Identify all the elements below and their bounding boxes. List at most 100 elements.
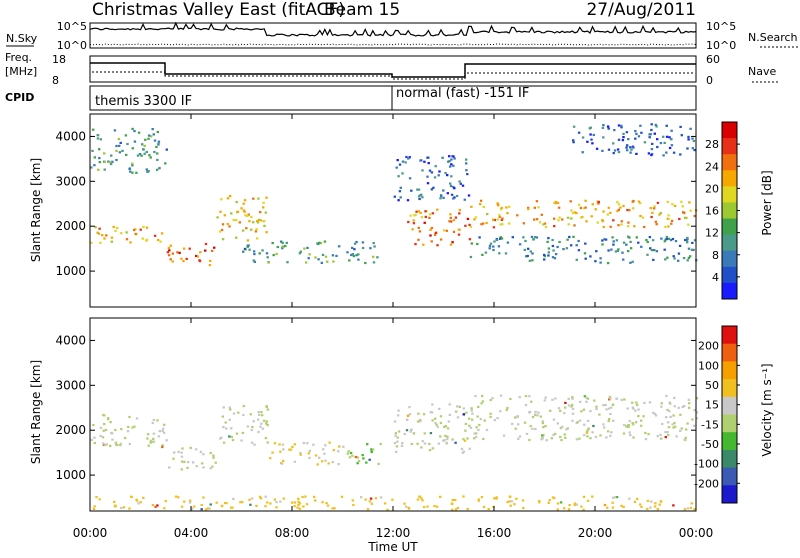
echo-cell [640, 131, 643, 134]
echo-cell [331, 254, 335, 257]
echo-cell [652, 411, 655, 414]
echo-cell [229, 408, 232, 411]
echo-cell [264, 437, 268, 440]
echo-cell [141, 237, 144, 240]
echo-cell [687, 398, 691, 401]
echo-cell [615, 496, 619, 499]
echo-cell [299, 451, 302, 455]
echo-cell [530, 400, 533, 403]
echo-cell [266, 256, 269, 259]
echo-cell [531, 259, 534, 262]
echo-cell [228, 406, 231, 409]
xtick-label: 12:00 [376, 526, 411, 540]
echo-cell [430, 411, 434, 414]
echo-cell [430, 188, 434, 191]
echo-cell [397, 409, 400, 412]
echo-cell [306, 442, 309, 445]
echo-cell [499, 394, 503, 397]
echo-cell [625, 146, 628, 149]
echo-cell [222, 426, 225, 429]
echo-cell [158, 167, 161, 170]
echo-cell [263, 220, 266, 223]
echo-cell [627, 225, 630, 228]
echo-cell [420, 497, 423, 500]
echo-cell [669, 415, 672, 418]
echo-cell [98, 498, 101, 501]
echo-cell [640, 505, 643, 508]
echo-cell [476, 415, 479, 418]
echo-cell [446, 438, 449, 441]
echo-cell [695, 417, 698, 420]
echo-cell [452, 164, 455, 167]
echo-cell [133, 140, 137, 143]
echo-cell [258, 252, 261, 255]
echo-cell [551, 496, 555, 499]
power-panel: 1000 2000 3000 4000 Slant Range [km] 4 8 12 16… [29, 113, 774, 308]
colorbar-swatch [722, 234, 737, 252]
echo-cell [446, 435, 449, 438]
echo-cell [353, 242, 357, 245]
echo-cell [155, 168, 159, 171]
echo-cell [119, 442, 123, 445]
echo-cell [458, 208, 462, 212]
echo-cell [544, 396, 547, 399]
echo-cell [404, 161, 407, 164]
echo-cell [420, 193, 423, 196]
colorbar-tick-label: 16 [705, 205, 719, 218]
echo-cell [444, 425, 448, 428]
echo-cell [427, 162, 430, 165]
echo-cell [141, 143, 144, 146]
echo-cell [163, 423, 166, 426]
echo-cell [257, 430, 260, 434]
echo-cell [582, 508, 585, 511]
echo-cell [298, 252, 302, 255]
echo-cell [189, 446, 192, 449]
echo-cell [632, 436, 635, 439]
echo-cell [155, 145, 158, 149]
echo-cell [570, 217, 573, 220]
echo-cell [126, 430, 130, 433]
echo-cell [433, 233, 437, 236]
echo-cell [224, 421, 227, 424]
echo-cell [161, 427, 165, 430]
echo-cell [448, 413, 452, 416]
freq-panel: Freq. [MHz] 18 8 60 0 Nave [5, 51, 778, 87]
echo-cell [587, 428, 590, 431]
echo-cell [689, 255, 692, 258]
echo-cell [614, 250, 618, 253]
echo-cell [589, 410, 592, 413]
echo-cell [611, 236, 614, 239]
echo-cell [261, 414, 264, 417]
echo-cell [428, 442, 431, 446]
echo-cell [541, 434, 544, 437]
echo-cell [180, 451, 183, 454]
echo-cell [228, 225, 231, 228]
echo-cell [137, 131, 141, 134]
echo-cell [218, 230, 222, 233]
echo-cell [304, 261, 308, 264]
echo-cell [692, 248, 695, 251]
echo-cell [396, 440, 399, 443]
echo-cell [690, 502, 693, 505]
echo-cell [542, 223, 545, 226]
echo-cell [352, 255, 356, 258]
echo-cell [395, 166, 398, 169]
echo-cell [429, 411, 432, 414]
echo-cell [664, 258, 667, 261]
echo-cell [417, 412, 420, 415]
echo-cell [466, 507, 469, 511]
echo-cell [585, 396, 588, 399]
echo-cell [511, 236, 514, 239]
echo-cell [238, 221, 241, 224]
echo-cell [131, 147, 134, 150]
echo-cell [90, 241, 93, 244]
echo-cell [435, 505, 439, 508]
echo-cell [505, 408, 508, 411]
echo-cell [601, 220, 605, 223]
echo-cell [613, 149, 617, 152]
echo-cell [556, 508, 559, 511]
echo-cell [639, 424, 643, 427]
echo-cell [431, 447, 435, 450]
echo-cell [672, 414, 675, 417]
echo-cell [485, 428, 489, 432]
